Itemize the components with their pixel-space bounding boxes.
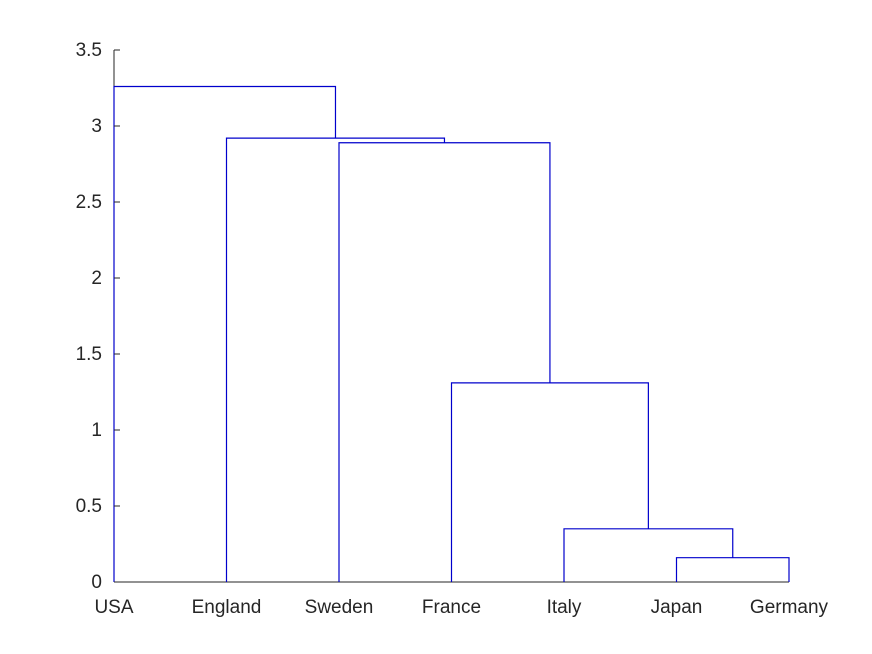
dendrogram-link bbox=[450, 382, 649, 582]
y-tick-label: 0 bbox=[91, 572, 102, 593]
y-tick-label: 3 bbox=[91, 116, 102, 137]
y-tick-label: 3.5 bbox=[76, 40, 102, 61]
y-tick-label: 0.5 bbox=[76, 496, 102, 517]
leaf-label: Japan bbox=[651, 597, 703, 618]
dendrogram-link bbox=[675, 557, 790, 582]
y-tick-label: 2.5 bbox=[76, 192, 102, 213]
leaf-label: USA bbox=[94, 597, 133, 618]
leaf-label: England bbox=[192, 597, 262, 618]
dendrogram-links bbox=[113, 85, 790, 582]
leaf-label: Germany bbox=[750, 597, 829, 618]
dendrogram-link bbox=[113, 85, 337, 582]
leaf-label: Italy bbox=[547, 597, 582, 618]
dendrogram-link bbox=[563, 528, 734, 582]
leaf-label: France bbox=[422, 597, 481, 618]
y-tick-label: 1.5 bbox=[76, 344, 102, 365]
leaf-label: Sweden bbox=[305, 597, 374, 618]
y-tick-label: 2 bbox=[91, 268, 102, 289]
x-axis-leaf-labels: USA England Sweden France Italy Japan Germany bbox=[94, 597, 828, 618]
y-tick-label: 1 bbox=[91, 420, 102, 441]
dendrogram-link bbox=[338, 142, 551, 582]
dendrogram-link bbox=[225, 137, 446, 582]
y-axis-ticks: 0 0.5 1 1.5 2 2.5 3 3.5 bbox=[76, 40, 120, 593]
